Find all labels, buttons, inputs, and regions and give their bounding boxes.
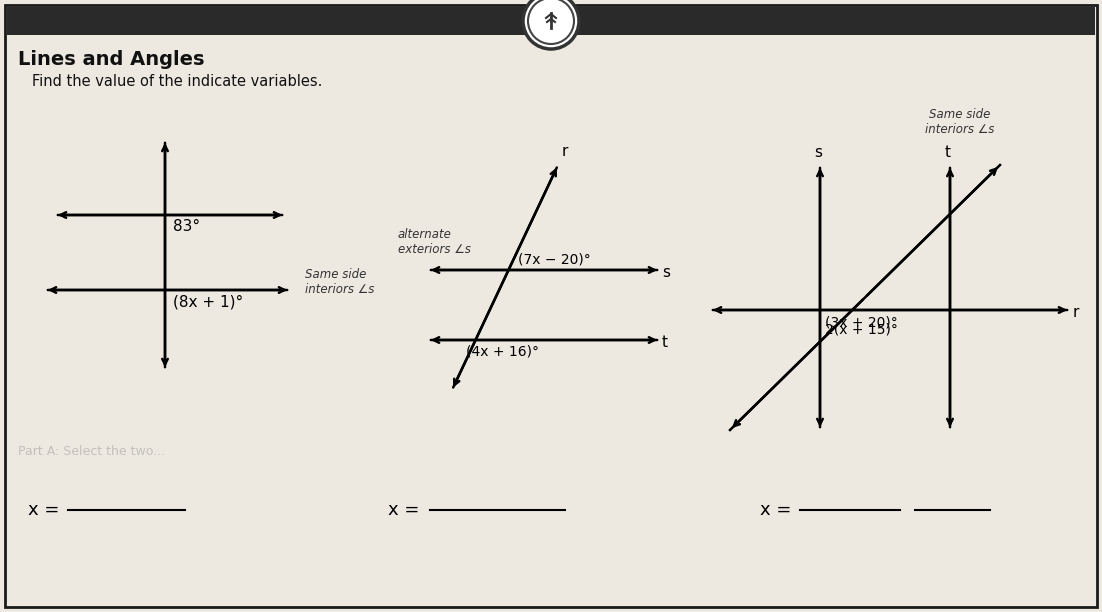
Text: s: s <box>814 145 822 160</box>
Text: t: t <box>946 145 951 160</box>
Text: (8x + 1)°: (8x + 1)° <box>173 294 244 309</box>
Text: 2(x + 15)°: 2(x + 15)° <box>825 323 898 337</box>
Text: 83°: 83° <box>173 219 201 234</box>
Ellipse shape <box>523 0 579 49</box>
Bar <box>7 7 1095 35</box>
Text: Same side
interiors ∠s: Same side interiors ∠s <box>926 108 995 136</box>
Text: x =: x = <box>760 501 791 519</box>
Text: (7x − 20)°: (7x − 20)° <box>518 252 591 266</box>
Text: s: s <box>662 264 670 280</box>
FancyBboxPatch shape <box>6 5 1096 607</box>
Text: Find the value of the indicate variables.: Find the value of the indicate variables… <box>32 74 323 89</box>
Text: (4x + 16)°: (4x + 16)° <box>466 344 539 358</box>
Ellipse shape <box>528 0 574 44</box>
Text: Part A: Select the two...: Part A: Select the two... <box>18 445 165 458</box>
Text: (3x + 20)°: (3x + 20)° <box>825 315 898 329</box>
Text: t: t <box>662 335 668 349</box>
Text: x =: x = <box>388 501 420 519</box>
Text: r: r <box>562 144 569 159</box>
Text: alternate
exteriors ∠s: alternate exteriors ∠s <box>398 228 471 256</box>
Text: r: r <box>1073 305 1079 319</box>
Text: Same side
interiors ∠s: Same side interiors ∠s <box>305 268 375 296</box>
Text: x =: x = <box>28 501 60 519</box>
Text: Lines and Angles: Lines and Angles <box>18 50 205 69</box>
